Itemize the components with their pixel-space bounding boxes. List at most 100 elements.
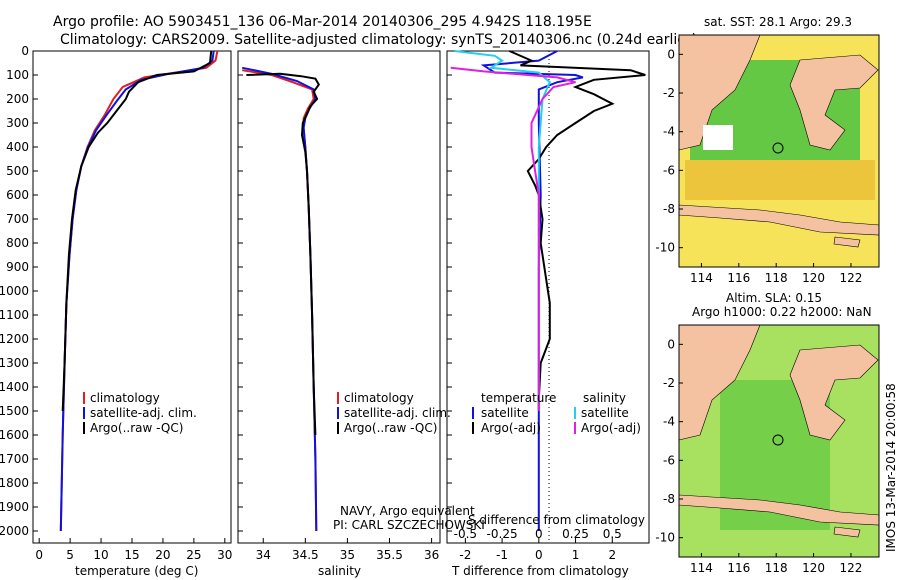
depth-tick-label: 600	[6, 188, 29, 202]
map-y-tick-label: -8	[663, 202, 675, 216]
series-difference-3	[450, 66, 576, 411]
legend-satellite: satellite-adj. clim.	[344, 406, 451, 420]
legend-satellite: satellite-adj. clim.	[90, 406, 197, 420]
map-y-tick-label: -4	[663, 415, 675, 429]
x-tick-label: 34	[256, 548, 271, 562]
x-tick-label: -2	[459, 548, 471, 562]
x-tick-label: 34.5	[292, 548, 319, 562]
x-tick-label: 30	[217, 548, 232, 562]
x-tick-label: 2	[608, 548, 616, 562]
legend-t-argo: Argo(-adj)	[481, 421, 541, 435]
sulawesi-land	[789, 344, 879, 441]
legend-argo: Argo(..raw -QC)	[90, 421, 183, 435]
depth-tick-label: 1700	[0, 452, 29, 466]
x-tick-label: 10	[93, 548, 108, 562]
island-land	[833, 526, 861, 538]
x-tick-label: 5	[66, 548, 74, 562]
sla-map-title-1: Altim. SLA: 0.15	[726, 291, 822, 305]
sulawesi-land	[789, 54, 879, 151]
legend-climatology: climatology	[90, 391, 160, 405]
x-tick-label: 0	[535, 548, 543, 562]
borneo-land	[678, 34, 761, 151]
map-x-tick-label: 118	[765, 561, 788, 575]
map-x-tick-label: 122	[840, 561, 863, 575]
map-x-tick-label: 116	[727, 271, 750, 285]
legend-swatch-t-satellite	[472, 407, 474, 419]
argo-position-marker	[772, 142, 784, 154]
x-tick-label: 0	[35, 548, 43, 562]
legend-swatch-argo	[337, 422, 339, 434]
legend-temperature-head: temperature	[481, 391, 556, 405]
depth-tick-label: 1800	[0, 476, 29, 490]
map-x-tick-label: 114	[690, 271, 713, 285]
depth-tick-label: 1200	[0, 332, 29, 346]
series-difference-1	[509, 50, 646, 411]
island-land	[833, 236, 861, 248]
x-tick-label: 36	[424, 548, 439, 562]
map-y-tick-label: -6	[663, 163, 675, 177]
s-tick-label: 0	[535, 527, 543, 541]
sla-map	[678, 324, 880, 558]
depth-tick-label: 1300	[0, 356, 29, 370]
map-x-tick-label: 118	[765, 271, 788, 285]
depth-tick-label: 2000	[0, 524, 29, 538]
temperature-xlabel: temperature (deg C)	[75, 564, 198, 578]
depth-tick-label: 1100	[0, 308, 29, 322]
map-y-tick-label: -10	[655, 241, 675, 255]
sst-map-title: sat. SST: 28.1 Argo: 29.3	[704, 15, 852, 29]
series-temperature-2	[61, 50, 213, 412]
series-salinity-2	[246, 72, 320, 436]
s-tick-label: -0.5	[454, 527, 477, 541]
sst-map-frame	[678, 34, 880, 268]
map-y-tick-label: -6	[663, 453, 675, 467]
x-tick-label: 15	[124, 548, 139, 562]
sla-map-axes: 114 116 118 120 122 0 -2 -4 -6 -8 -10	[655, 337, 862, 575]
salinity-legend: climatology satellite-adj. clim. Argo(..…	[337, 391, 451, 435]
map-x-tick-label: 120	[802, 271, 825, 285]
legend-swatch-satellite	[83, 407, 85, 419]
difference-xlabel: T difference from climatology	[451, 564, 629, 578]
x-tick-label: 1	[572, 548, 580, 562]
s-tick-label: 0.5	[603, 527, 622, 541]
temperature-legend: climatology satellite-adj. clim. Argo(..…	[83, 391, 197, 435]
depth-tick-label: 1600	[0, 428, 29, 442]
depth-tick-label: 500	[6, 164, 29, 178]
legend-swatch-s-satellite	[574, 407, 576, 419]
series-layer	[59, 50, 646, 532]
depth-tick-label: 1000	[0, 284, 29, 298]
map-x-tick-label: 120	[802, 561, 825, 575]
argo-position-marker	[772, 434, 784, 446]
legend-climatology: climatology	[344, 391, 414, 405]
salinity-panel	[237, 50, 441, 544]
depth-tick-label: 200	[6, 92, 29, 106]
legend-s-satellite: satellite	[581, 406, 629, 420]
x-axes: 0 5 10 15 20 25 30 34 34.5 35 35.5 36 -2 -1 0 1 2 -0.5 -0.…	[35, 527, 621, 562]
x-tick-label: 25	[186, 548, 201, 562]
depth-tick-label: 1500	[0, 404, 29, 418]
sst-gap	[703, 125, 733, 150]
navy-note-line1: NAVY, Argo equivalent	[340, 504, 475, 518]
map-y-tick-label: -4	[663, 125, 675, 139]
legend-salinity-head: salinity	[583, 391, 626, 405]
map-y-tick-label: 0	[667, 47, 675, 61]
legend-s-argo: Argo(-adj)	[581, 421, 641, 435]
depth-tick-label: 400	[6, 140, 29, 154]
legend-swatch-s-argo	[574, 422, 576, 434]
title-line-2: Climatology: CARS2009. Satellite-adjuste…	[60, 32, 697, 48]
depth-tick-label: 1400	[0, 380, 29, 394]
depth-tick-label: 100	[6, 68, 29, 82]
depth-tick-label: 1900	[0, 500, 29, 514]
sst-band	[685, 160, 875, 200]
depth-tick-label: 300	[6, 116, 29, 130]
depth-tick-label: 700	[6, 212, 29, 226]
legend-swatch-t-argo	[472, 422, 474, 434]
x-tick-label: 35	[340, 548, 355, 562]
timestamp-stamp: IMOS 13-Mar-2014 20:00:58	[884, 383, 898, 552]
map-x-tick-label: 122	[840, 271, 863, 285]
legend-swatch-satellite	[337, 407, 339, 419]
s-tick-label: 0.25	[562, 527, 589, 541]
sst-map-axes: 114 116 118 120 122 0 -2 -4 -6 -8 -10	[655, 47, 862, 285]
map-y-tick-label: -8	[663, 492, 675, 506]
map-y-tick-label: 0	[667, 337, 675, 351]
